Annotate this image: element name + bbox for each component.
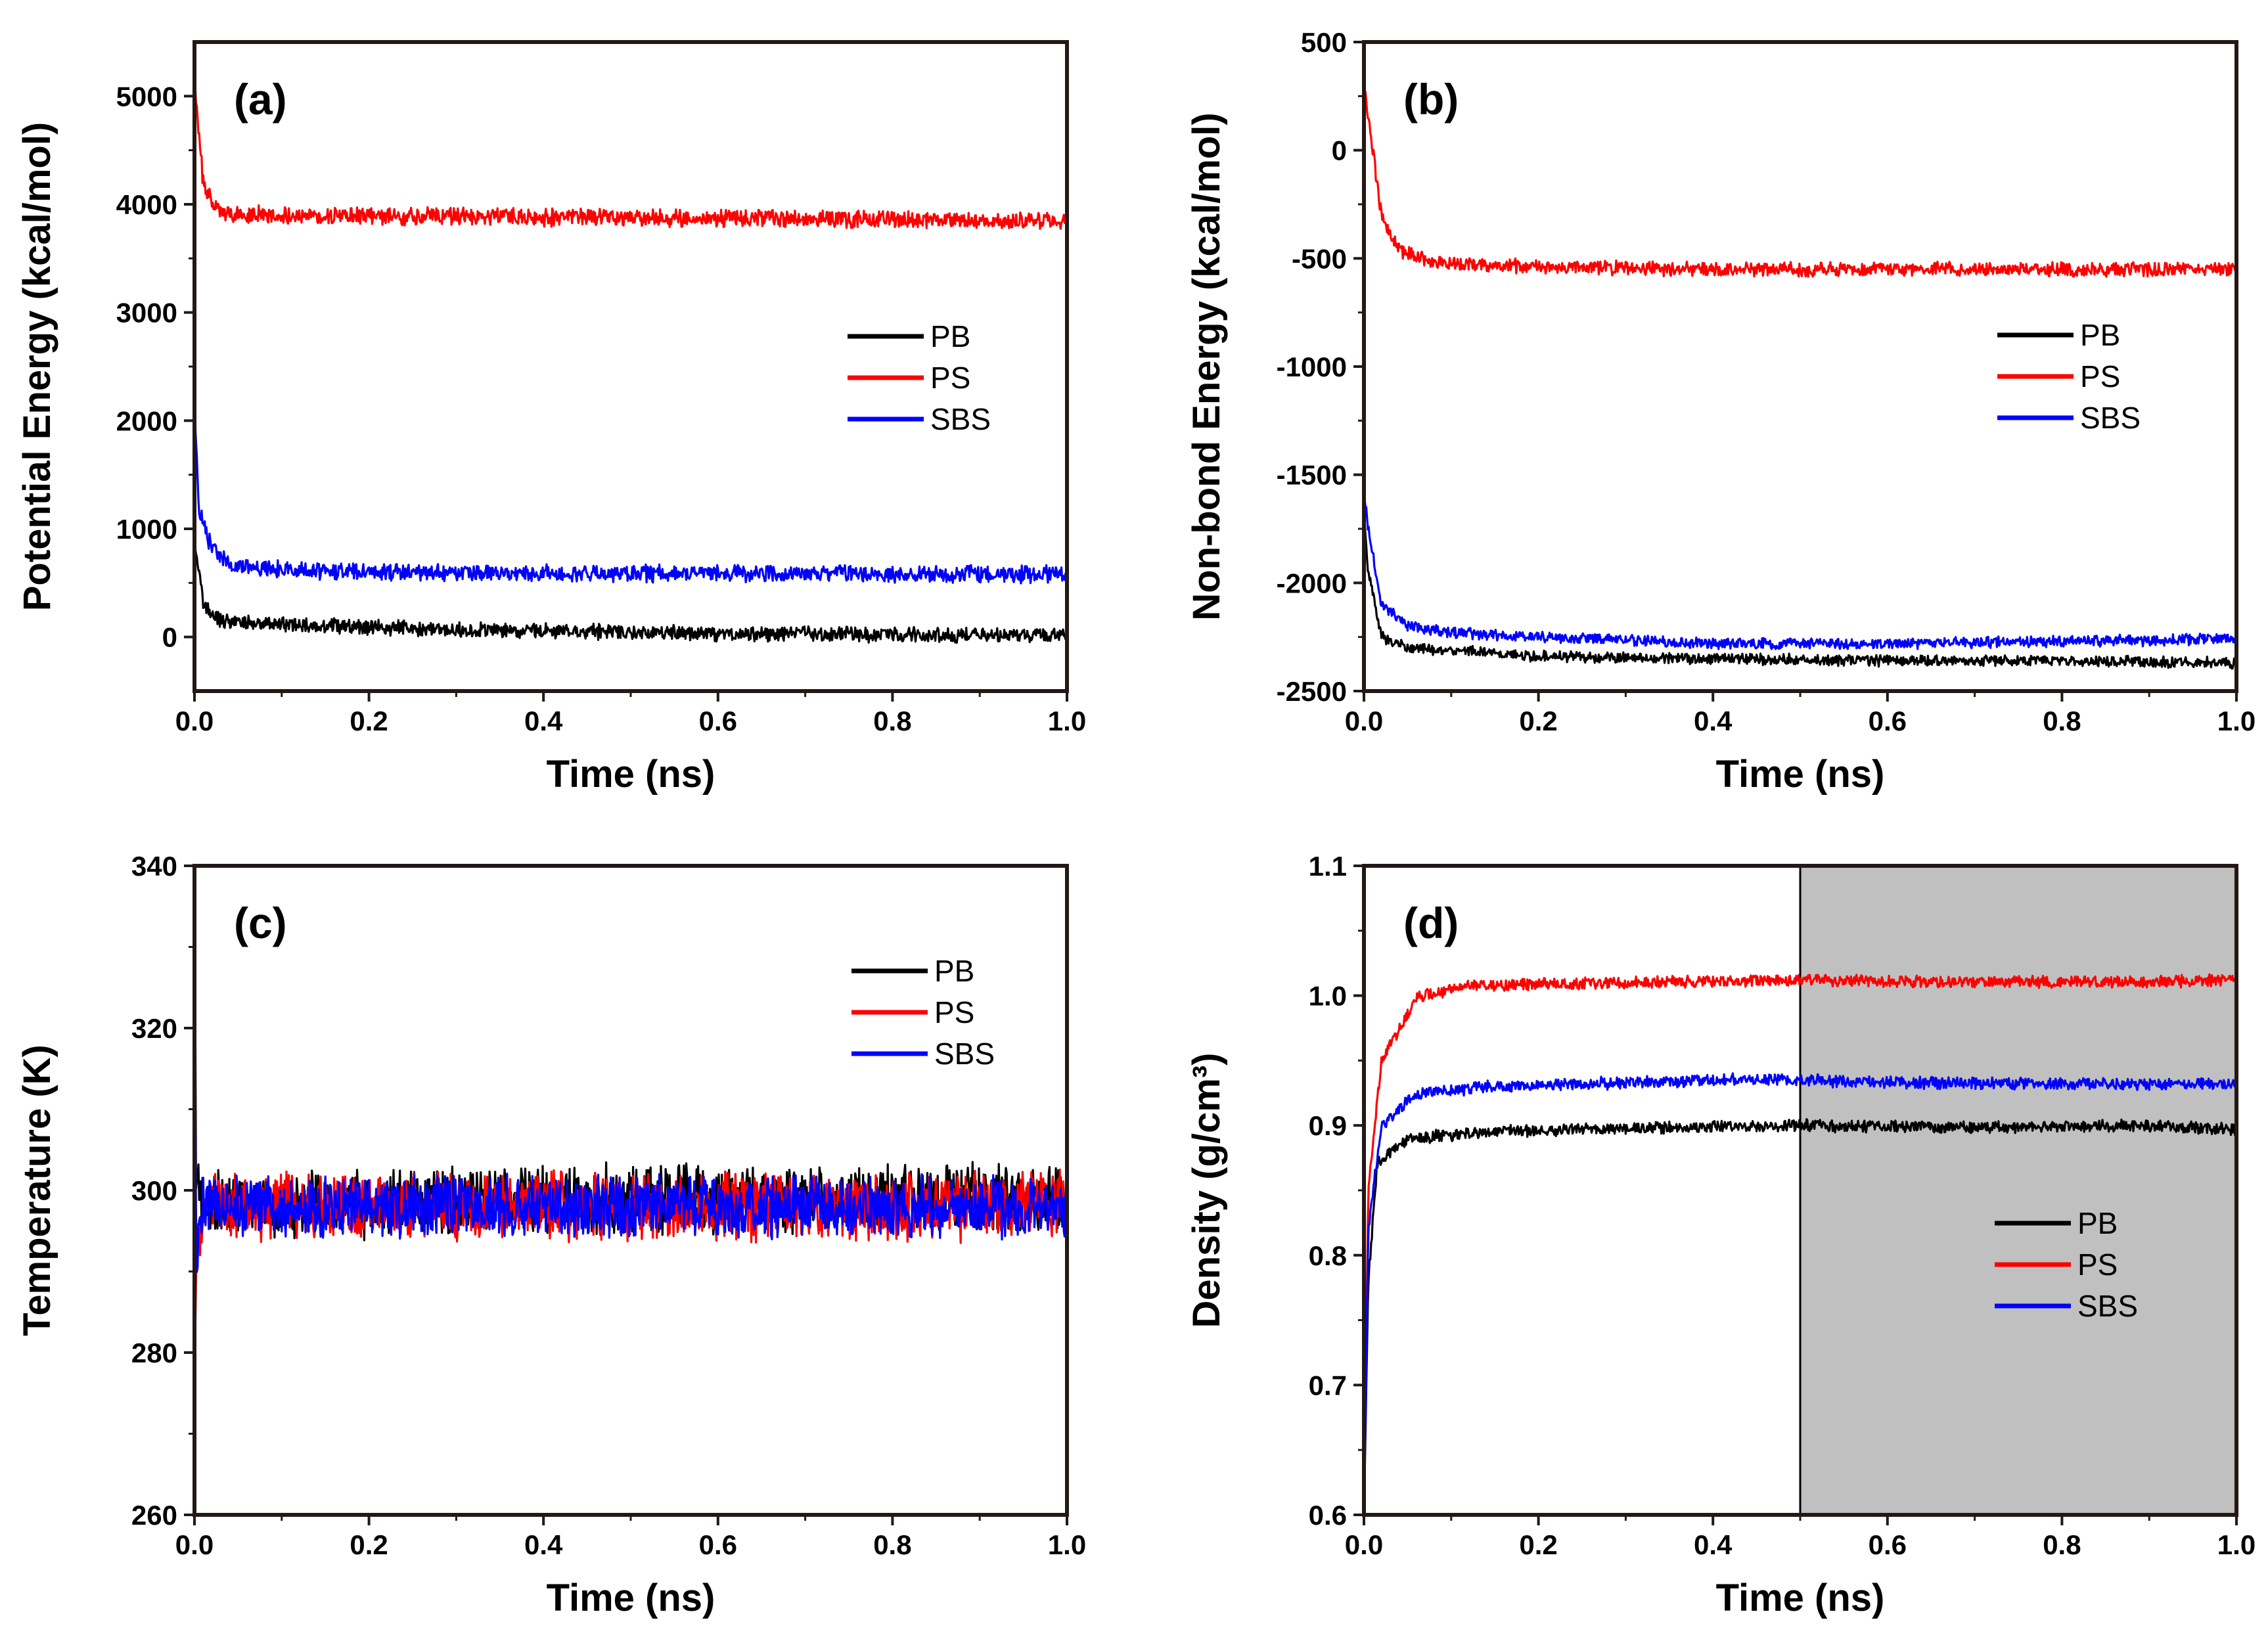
legend: PB PS SBS xyxy=(848,319,991,436)
y-tick-label: 5000 xyxy=(116,81,177,112)
x-axis-label: Time (ns) xyxy=(1716,1577,1885,1619)
x-tick-label: 0.2 xyxy=(350,706,388,736)
y-tick-label: 0 xyxy=(162,622,177,653)
panel-label: (d) xyxy=(1403,899,1459,947)
x-axis-label: Time (ns) xyxy=(547,1577,715,1619)
legend-label-ps: PS xyxy=(2077,1247,2118,1282)
panel-d-density: 0.0 0.2 0.4 0.6 0.8 1.0 0.6 0.7 0.8 0.9 1.0 1.1 Time… xyxy=(1185,851,2256,1619)
y-tick-label: 1.1 xyxy=(1309,851,1347,882)
panel-b-nonbond-energy: 0.0 0.2 0.4 0.6 0.8 1.0 -2500 -2000 -1500 -1000 -5… xyxy=(1185,27,2256,796)
legend-label-ps: PS xyxy=(930,361,970,395)
y-tick-label: 340 xyxy=(131,851,177,882)
plot-area xyxy=(194,888,1067,1374)
y-tick-label: -1500 xyxy=(1277,460,1347,491)
legend-label-ps: PS xyxy=(934,995,974,1029)
x-tick-label: 0.2 xyxy=(1519,706,1557,736)
legend-label-pb: PB xyxy=(930,319,970,353)
x-tick-label: 0.8 xyxy=(873,1529,911,1560)
x-axis-label: Time (ns) xyxy=(547,753,715,796)
legend: PB PS SBS xyxy=(851,954,995,1071)
series-sbs-line xyxy=(1364,495,2236,650)
y-tick-label: -500 xyxy=(1292,243,1347,274)
panel-c-temperature: 0.0 0.2 0.4 0.6 0.8 1.0 260 280 300 320 340 Time (n… xyxy=(16,851,1086,1619)
y-tick-label: -2000 xyxy=(1277,568,1347,598)
legend-label-sbs: SBS xyxy=(930,402,991,436)
y-tick-label: 0 xyxy=(1332,135,1347,166)
y-tick-label: 4000 xyxy=(116,189,177,220)
legend-label-sbs: SBS xyxy=(934,1037,995,1071)
series-ps-line xyxy=(1364,88,2236,278)
x-tick-label: 0.6 xyxy=(1869,1529,1907,1560)
y-tick-label: 1000 xyxy=(116,514,177,545)
y-tick-label: 0.9 xyxy=(1309,1110,1347,1141)
x-tick-label: 0.8 xyxy=(2043,706,2081,736)
y-tick-label: 1.0 xyxy=(1309,981,1347,1012)
x-tick-label: 1.0 xyxy=(1048,1529,1086,1560)
panel-label: (b) xyxy=(1403,75,1459,123)
x-tick-label: 0.6 xyxy=(699,706,737,736)
x-tick-label: 0.6 xyxy=(1869,706,1907,736)
series-pb-line xyxy=(194,535,1067,644)
y-tick-label: 0.6 xyxy=(1309,1500,1347,1531)
y-tick-label: 3000 xyxy=(116,298,177,328)
x-tick-label: 0.2 xyxy=(1519,1529,1557,1560)
y-axis-label: Potential Energy (kcal/mol) xyxy=(16,122,58,612)
x-tick-label: 0.2 xyxy=(350,1529,388,1560)
panel-a-potential-energy: 0.0 0.2 0.4 0.6 0.8 1.0 0 1000 2000 3000 4000 5000 T… xyxy=(16,40,1086,796)
legend: PB PS SBS xyxy=(1997,318,2141,435)
series-sbs-line xyxy=(194,933,1067,1273)
legend-label-pb: PB xyxy=(934,954,974,988)
y-tick-label: 300 xyxy=(131,1175,177,1206)
series-pb-line xyxy=(1364,1118,2236,1514)
x-tick-label: 0.8 xyxy=(873,706,911,736)
plot-area xyxy=(194,80,1067,644)
x-tick-label: 0.4 xyxy=(1694,706,1733,736)
x-tick-label: 0.0 xyxy=(175,1529,214,1560)
equilibrium-shaded-region xyxy=(1800,866,2236,1515)
x-tick-label: 0.0 xyxy=(175,706,214,736)
y-tick-label: -2500 xyxy=(1277,676,1347,707)
plot-area xyxy=(1364,973,2236,1514)
y-tick-label: 500 xyxy=(1301,27,1347,58)
legend-label-pb: PB xyxy=(2080,318,2120,352)
x-tick-label: 1.0 xyxy=(2217,706,2256,736)
series-sbs-line xyxy=(1364,1072,2236,1513)
x-tick-label: 1.0 xyxy=(2217,1529,2256,1560)
legend-label-sbs: SBS xyxy=(2080,401,2141,435)
y-axis-label: Non-bond Energy (kcal/mol) xyxy=(1185,112,1228,620)
y-tick-label: 0.8 xyxy=(1309,1240,1347,1271)
y-tick-label: 0.7 xyxy=(1309,1370,1347,1401)
series-ps-line xyxy=(1364,973,2236,1513)
x-tick-label: 0.0 xyxy=(1345,706,1383,736)
x-tick-label: 0.4 xyxy=(524,706,563,736)
legend: PB PS SBS xyxy=(1995,1206,2138,1323)
series-sbs-line xyxy=(194,404,1067,585)
x-tick-label: 0.4 xyxy=(1694,1529,1733,1560)
y-axis-label: Density (g/cm³) xyxy=(1185,1053,1228,1328)
y-tick-label: -1000 xyxy=(1277,351,1347,382)
x-tick-label: 0.8 xyxy=(2043,1529,2081,1560)
x-tick-label: 0.6 xyxy=(699,1529,737,1560)
legend-label-pb: PB xyxy=(2077,1206,2118,1240)
x-tick-label: 0.4 xyxy=(524,1529,563,1560)
panel-label: (c) xyxy=(234,899,287,947)
y-tick-label: 280 xyxy=(131,1337,177,1368)
x-tick-label: 0.0 xyxy=(1345,1529,1383,1560)
y-axis-label: Temperature (K) xyxy=(16,1044,58,1336)
plot-area xyxy=(1364,88,2236,670)
y-tick-label: 260 xyxy=(131,1500,177,1531)
legend-label-sbs: SBS xyxy=(2077,1289,2138,1323)
panel-label: (a) xyxy=(234,75,287,123)
y-tick-label: 2000 xyxy=(116,405,177,436)
x-axis-label: Time (ns) xyxy=(1716,753,1885,796)
series-ps-line xyxy=(194,80,1067,230)
legend-label-ps: PS xyxy=(2080,359,2120,393)
y-tick-label: 320 xyxy=(131,1013,177,1044)
series-pb-line xyxy=(1364,521,2236,670)
x-tick-label: 1.0 xyxy=(1048,706,1086,736)
